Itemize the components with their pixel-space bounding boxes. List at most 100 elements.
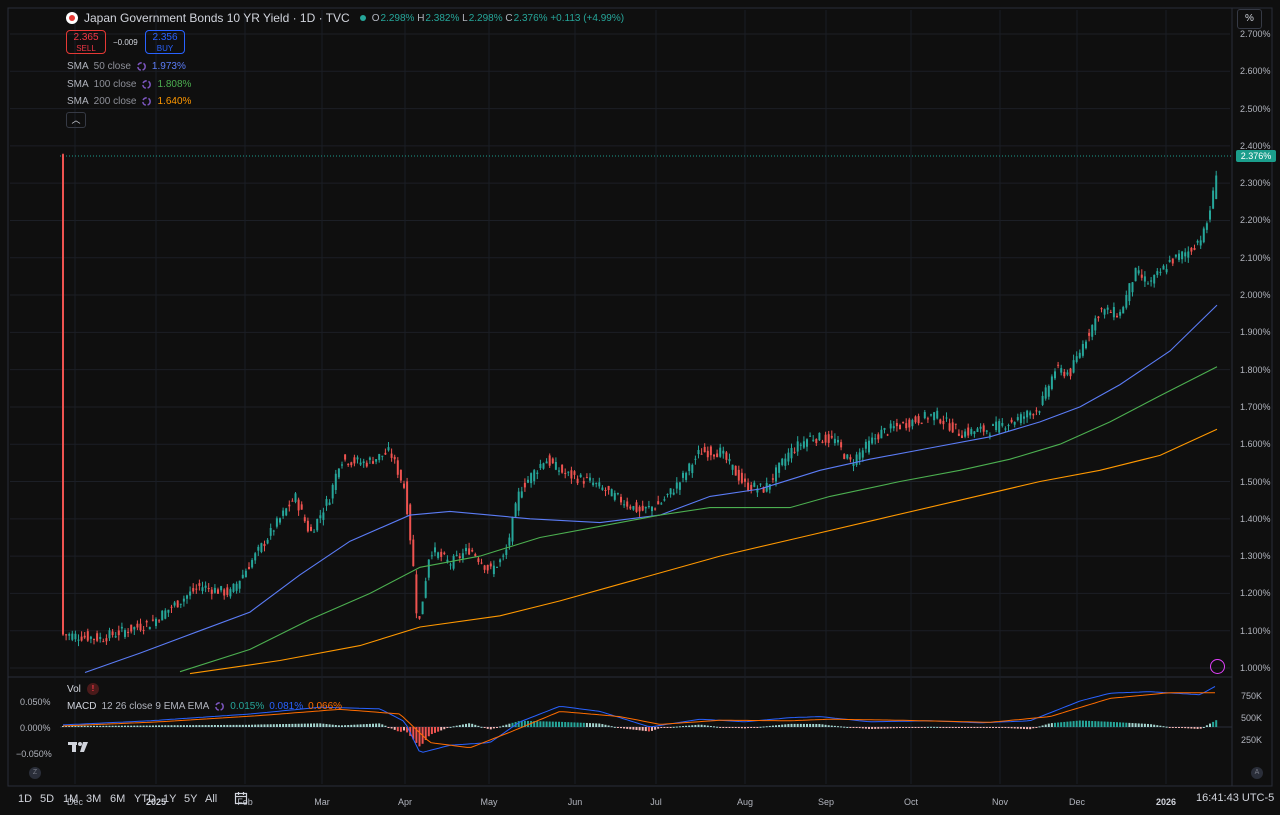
candle-body	[802, 441, 805, 448]
candle-body	[573, 471, 576, 475]
macd-histogram-bar	[130, 725, 133, 727]
candle-body	[1023, 416, 1025, 419]
macd-histogram-bar	[765, 726, 768, 728]
volume-legend[interactable]: Vol !	[67, 683, 99, 695]
macd-histogram-bar	[892, 727, 895, 729]
macd-histogram-bar	[127, 725, 130, 727]
candle-body	[415, 574, 418, 614]
macd-histogram-bar	[409, 727, 412, 736]
candle-body	[1054, 371, 1056, 379]
candle-body	[623, 504, 626, 506]
range-button-1m[interactable]: 1M	[63, 793, 79, 805]
macd-histogram-bar	[998, 727, 1001, 728]
candle-body	[1081, 343, 1084, 356]
candle-body	[313, 531, 316, 533]
candle-body	[176, 600, 179, 608]
macd-histogram-bar	[976, 727, 979, 728]
candle-body	[784, 458, 787, 466]
candle-body	[530, 473, 533, 484]
candle-body	[375, 459, 378, 462]
macd-histogram-bar	[198, 725, 201, 727]
macd-histogram-bar	[142, 725, 145, 727]
range-button-5y[interactable]: 5Y	[184, 793, 198, 805]
range-button-3m[interactable]: 3M	[86, 793, 102, 805]
time-axis-label: Jun	[567, 797, 583, 807]
percent-scale-button[interactable]: %	[1237, 9, 1262, 29]
indicator-sma200[interactable]: SMA 200 close 1.640%	[67, 96, 192, 107]
macd-histogram-bar	[706, 725, 709, 727]
sell-button[interactable]: 2.365 SELL	[66, 30, 106, 54]
candle-body	[120, 626, 123, 629]
price-axis-label: 2.300%	[1240, 178, 1271, 189]
range-button-1y[interactable]: 1Y	[163, 793, 177, 805]
candle-body	[731, 464, 734, 470]
volume-axis-label: 750K	[1241, 691, 1263, 701]
macd-histogram-bar	[740, 727, 743, 729]
candle-body	[93, 638, 95, 640]
candle-body	[883, 428, 886, 430]
candle-body	[632, 506, 635, 510]
candle-body	[427, 559, 430, 578]
candle-body	[1215, 175, 1218, 200]
macd-histogram-bar	[1038, 726, 1041, 728]
candle-body	[998, 421, 1001, 433]
macd-histogram-bar	[697, 724, 700, 727]
macd-histogram-bar	[688, 725, 691, 727]
macd-histogram-bar	[520, 720, 523, 727]
macd-histogram-bar	[517, 721, 520, 727]
candle-body	[1044, 387, 1047, 399]
candle-body	[1094, 318, 1097, 331]
macd-legend[interactable]: MACD 12 26 close 9 EMA EMA 0.015% 0.081%…	[67, 701, 343, 712]
candle-body	[62, 154, 64, 635]
candle-body	[567, 471, 570, 473]
price-axis-label: 1.500%	[1240, 476, 1271, 487]
candle-body	[877, 434, 880, 440]
timezone-corner-button[interactable]: Z	[29, 767, 41, 779]
candle-body	[204, 585, 207, 588]
macd-histogram-bar	[632, 727, 635, 730]
range-button-6m[interactable]: 6M	[110, 793, 126, 805]
candle-body	[189, 591, 192, 596]
candle-body	[871, 437, 874, 444]
candle-body	[1116, 315, 1118, 318]
symbol-title[interactable]: Japan Government Bonds 10 YR Yield · 1D …	[84, 11, 350, 25]
calendar-icon[interactable]	[234, 791, 248, 805]
candle-body	[926, 418, 929, 420]
macd-histogram-bar	[83, 725, 86, 727]
spread-value: −0.009	[113, 38, 138, 47]
candle-body	[508, 537, 511, 546]
macd-histogram-bar	[620, 727, 622, 729]
candle-body	[443, 552, 446, 555]
macd-histogram-bar	[1047, 723, 1050, 727]
buy-button[interactable]: 2.356 BUY	[145, 30, 185, 54]
macd-histogram-bar	[716, 726, 719, 728]
macd-histogram-bar	[725, 727, 728, 728]
indicator-sma50[interactable]: SMA 50 close 1.973%	[67, 61, 186, 72]
candle-body	[992, 424, 994, 426]
macd-histogram-bar	[133, 725, 136, 727]
clock[interactable]: 16:41:43 UTC-5	[1196, 792, 1275, 804]
candle-body	[306, 520, 309, 532]
macd-histogram-bar	[89, 725, 92, 727]
candle-body	[1153, 274, 1156, 284]
collapse-legend-button[interactable]: ︿	[66, 112, 86, 128]
candle-body	[616, 493, 619, 495]
macd-histogram-bar	[449, 726, 452, 728]
lightning-icon[interactable]	[1210, 659, 1225, 674]
range-button-ytd[interactable]: YTD	[134, 793, 156, 805]
macd-histogram-bar	[310, 723, 312, 727]
range-button-1d[interactable]: 1D	[18, 793, 33, 805]
tradingview-logo-icon[interactable]	[68, 741, 92, 753]
macd-histogram-bar	[818, 724, 821, 727]
candle-body	[995, 421, 998, 431]
range-button-5d[interactable]: 5D	[40, 793, 55, 805]
indicator-sma100[interactable]: SMA 100 close 1.808%	[67, 79, 192, 90]
candle-body	[452, 555, 455, 569]
price-axis-label: 1.600%	[1240, 439, 1271, 450]
range-button-all[interactable]: All	[205, 793, 218, 805]
warning-icon[interactable]: !	[86, 683, 99, 695]
price-axis-label: 2.600%	[1240, 66, 1271, 77]
auto-scale-button[interactable]: A	[1251, 767, 1263, 779]
candle-body	[173, 602, 176, 606]
